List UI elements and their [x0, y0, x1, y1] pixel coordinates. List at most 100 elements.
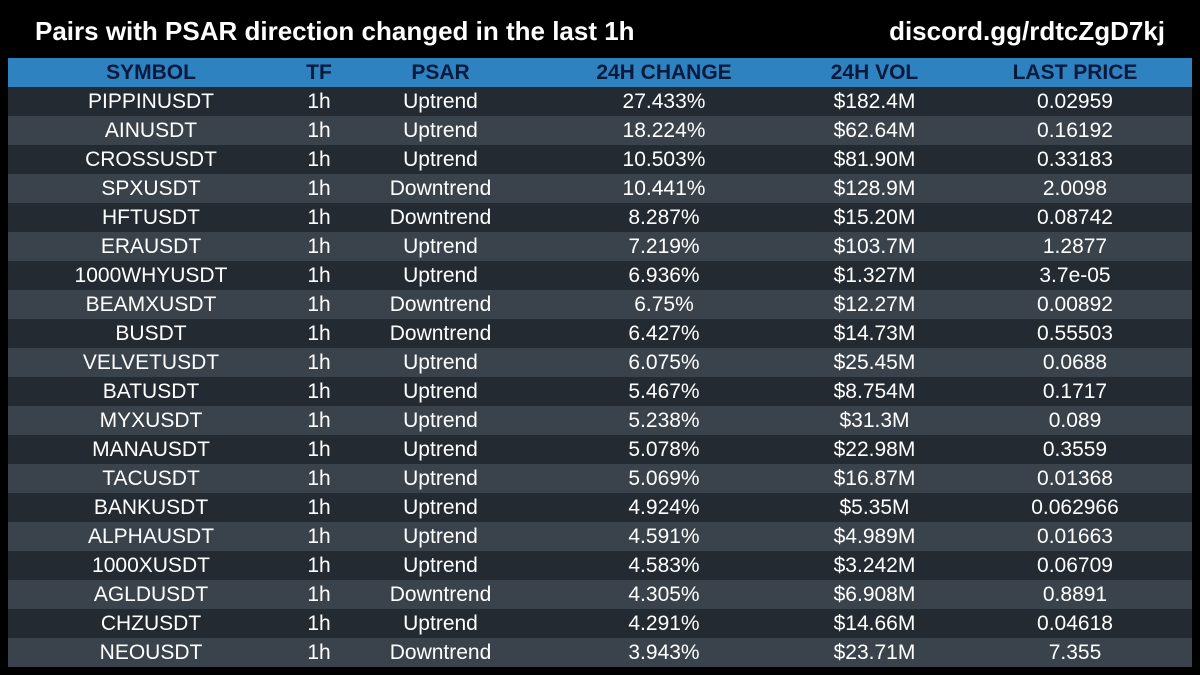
cell-symbol: AGLDUSDT [93, 583, 209, 606]
page-title: Pairs with PSAR direction changed in the… [35, 16, 635, 46]
cell-24h-vol: $103.7M [833, 235, 916, 258]
cell-24h-vol: $15.20M [833, 206, 916, 229]
cell-symbol: BANKUSDT [93, 496, 209, 519]
cell-last-price: 2.0098 [1042, 177, 1108, 200]
cell-24h-change: 4.924% [628, 496, 700, 519]
cell-symbol: BATUSDT [102, 380, 200, 403]
cell-tf: 1h [307, 438, 331, 461]
cell-psar: Uptrend [403, 467, 478, 490]
cell-24h-change: 4.305% [628, 583, 700, 606]
cell-psar: Downtrend [389, 322, 492, 345]
cell-24h-change: 4.591% [628, 525, 700, 548]
cell-symbol: MYXUSDT [99, 409, 203, 432]
cell-24h-change: 7.219% [628, 235, 700, 258]
table-row: AGLDUSDT 1h Downtrend 4.305% $6.908M 0.8891 [8, 580, 1192, 609]
cell-24h-vol: $16.87M [833, 467, 916, 490]
column-header-tf: TF [306, 61, 332, 84]
cell-last-price: 0.06709 [1037, 554, 1113, 577]
cell-tf: 1h [307, 119, 331, 142]
column-header-psar: PSAR [411, 61, 470, 84]
cell-tf: 1h [307, 380, 331, 403]
cell-psar: Downtrend [389, 293, 492, 316]
cell-psar: Uptrend [403, 612, 478, 635]
cell-tf: 1h [307, 467, 331, 490]
cell-last-price: 0.8891 [1042, 583, 1108, 606]
discord-link[interactable]: discord.gg/rdtcZgD7kj [889, 16, 1165, 46]
header-bar: Pairs with PSAR direction changed in the… [0, 0, 1200, 58]
cell-tf: 1h [307, 554, 331, 577]
cell-symbol: PIPPINUSDT [87, 90, 215, 113]
cell-24h-vol: $128.9M [833, 177, 916, 200]
cell-24h-vol: $23.71M [833, 641, 916, 664]
cell-symbol: SPXUSDT [101, 177, 201, 200]
cell-psar: Uptrend [403, 409, 478, 432]
cell-psar: Uptrend [403, 351, 478, 374]
cell-24h-vol: $31.3M [839, 409, 910, 432]
cell-tf: 1h [307, 90, 331, 113]
cell-last-price: 3.7e-05 [1039, 264, 1111, 287]
cell-tf: 1h [307, 525, 331, 548]
cell-tf: 1h [307, 235, 331, 258]
column-header-24h-vol: 24H VOL [830, 61, 919, 84]
psar-table: SYMBOL TF PSAR 24H CHANGE 24H VOL LAST P… [8, 58, 1192, 667]
cell-last-price: 0.16192 [1037, 119, 1113, 142]
cell-symbol: MANAUSDT [92, 438, 210, 461]
cell-24h-change: 5.238% [628, 409, 700, 432]
cell-symbol: AINUSDT [104, 119, 198, 142]
cell-24h-change: 6.075% [628, 351, 700, 374]
cell-24h-vol: $12.27M [833, 293, 916, 316]
cell-24h-vol: $6.908M [833, 583, 916, 606]
cell-24h-vol: $4.989M [833, 525, 916, 548]
cell-psar: Downtrend [389, 177, 492, 200]
table-row: BANKUSDT 1h Uptrend 4.924% $5.35M 0.062966 [8, 493, 1192, 522]
table-row: AINUSDT 1h Uptrend 18.224% $62.64M 0.16192 [8, 116, 1192, 145]
cell-psar: Uptrend [403, 438, 478, 461]
cell-last-price: 0.55503 [1037, 322, 1113, 345]
cell-psar: Downtrend [389, 583, 492, 606]
table-row: BUSDT 1h Downtrend 6.427% $14.73M 0.55503 [8, 319, 1192, 348]
cell-tf: 1h [307, 496, 331, 519]
cell-symbol: ALPHAUSDT [87, 525, 215, 548]
cell-psar: Uptrend [403, 525, 478, 548]
cell-last-price: 0.08742 [1037, 206, 1113, 229]
table-body: PIPPINUSDT 1h Uptrend 27.433% $182.4M 0.02959… [8, 87, 1192, 667]
table-row: 1000XUSDT 1h Uptrend 4.583% $3.242M 0.06709 [8, 551, 1192, 580]
cell-tf: 1h [307, 264, 331, 287]
cell-24h-vol: $22.98M [833, 438, 916, 461]
cell-symbol: 1000XUSDT [92, 554, 210, 577]
column-header-last-price: LAST PRICE [1012, 61, 1138, 84]
cell-last-price: 0.04618 [1037, 612, 1113, 635]
cell-24h-change: 10.503% [622, 148, 706, 171]
cell-24h-change: 5.069% [628, 467, 700, 490]
cell-24h-vol: $1.327M [833, 264, 916, 287]
cell-last-price: 1.2877 [1042, 235, 1108, 258]
cell-24h-vol: $14.73M [833, 322, 916, 345]
table-row: VELVETUSDT 1h Uptrend 6.075% $25.45M 0.0688 [8, 348, 1192, 377]
table-header-row: SYMBOL TF PSAR 24H CHANGE 24H VOL LAST P… [8, 58, 1192, 87]
cell-24h-change: 4.583% [628, 554, 700, 577]
cell-symbol: BEAMXUSDT [85, 293, 217, 316]
cell-last-price: 0.089 [1048, 409, 1102, 432]
table-row: CHZUSDT 1h Uptrend 4.291% $14.66M 0.04618 [8, 609, 1192, 638]
cell-symbol: CROSSUSDT [85, 148, 217, 171]
cell-last-price: 0.02959 [1037, 90, 1113, 113]
cell-24h-vol: $81.90M [833, 148, 916, 171]
cell-last-price: 0.0688 [1042, 351, 1108, 374]
cell-last-price: 0.00892 [1037, 293, 1113, 316]
cell-24h-change: 6.427% [628, 322, 700, 345]
cell-symbol: VELVETUSDT [82, 351, 220, 374]
table-row: MYXUSDT 1h Uptrend 5.238% $31.3M 0.089 [8, 406, 1192, 435]
cell-24h-change: 27.433% [622, 90, 706, 113]
cell-psar: Uptrend [403, 380, 478, 403]
cell-last-price: 0.3559 [1042, 438, 1108, 461]
cell-tf: 1h [307, 322, 331, 345]
cell-24h-vol: $3.242M [833, 554, 916, 577]
cell-psar: Downtrend [389, 206, 492, 229]
cell-tf: 1h [307, 148, 331, 171]
cell-last-price: 7.355 [1048, 641, 1102, 664]
cell-psar: Uptrend [403, 90, 478, 113]
cell-tf: 1h [307, 293, 331, 316]
cell-tf: 1h [307, 583, 331, 606]
cell-24h-vol: $62.64M [833, 119, 916, 142]
cell-24h-vol: $8.754M [833, 380, 916, 403]
